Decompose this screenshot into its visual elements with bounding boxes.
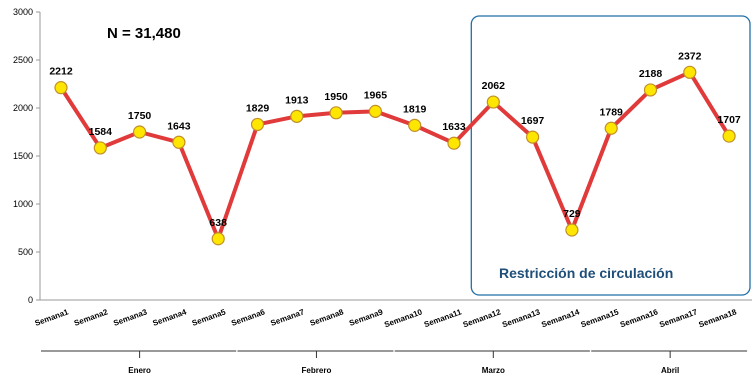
data-label: 1829 — [246, 102, 270, 114]
x-tick-label: Semana10 — [383, 307, 424, 329]
data-label: 2212 — [49, 66, 73, 78]
data-point — [329, 106, 343, 120]
restriction-box-rect — [470, 15, 751, 296]
data-point — [408, 118, 422, 132]
y-tick-label: 1500 — [13, 151, 33, 161]
y-tick-label: 3000 — [13, 7, 33, 17]
y-axis: 0 500 1000 1500 2000 2500 3000 — [13, 7, 41, 305]
data-point — [290, 109, 304, 123]
data-label: 1965 — [364, 89, 388, 101]
n-annotation: N = 31,480 — [107, 25, 181, 42]
series-line — [59, 70, 731, 241]
data-point — [486, 95, 500, 109]
data-point — [643, 83, 658, 97]
x-tick-label: Semana1 — [34, 307, 71, 328]
data-label: 2062 — [482, 80, 506, 92]
data-label: 1707 — [717, 114, 741, 126]
month-groups: Enero Febrero Marzo Abril — [41, 350, 748, 375]
data-point — [172, 135, 186, 149]
data-point — [447, 136, 461, 150]
data-labels: 2212 1584 1750 1643 638 1829 1913 1950 1965 1819 1… — [49, 50, 741, 228]
x-tick-label: Semana14 — [540, 307, 581, 329]
data-label: 638 — [209, 217, 227, 229]
x-tick-label: Semana7 — [269, 307, 306, 328]
x-tick-label: Semana15 — [580, 307, 621, 329]
data-label: 1913 — [285, 94, 309, 106]
data-point — [722, 129, 736, 143]
y-tick-label: 500 — [18, 247, 33, 257]
data-point — [133, 125, 147, 139]
data-label: 1643 — [167, 120, 191, 132]
x-tick-label: Semana9 — [348, 307, 385, 328]
data-label: 2372 — [678, 50, 702, 62]
restriction-box — [470, 15, 751, 296]
x-tick-label: Semana18 — [697, 307, 738, 329]
month-label: Enero — [128, 366, 151, 375]
data-label: 1697 — [521, 115, 545, 127]
data-label: 1584 — [89, 126, 113, 138]
month-label: Abril — [661, 366, 679, 375]
data-point — [525, 130, 540, 144]
restriction-annotation: Restricción de circulación — [499, 265, 673, 281]
data-point — [93, 141, 107, 155]
x-tick-label: Semana16 — [619, 307, 660, 329]
y-tick-label: 1000 — [13, 199, 33, 209]
data-point — [683, 65, 697, 79]
data-label: 1789 — [600, 106, 624, 118]
data-label: 1633 — [442, 121, 466, 133]
x-tick-label: Semana11 — [423, 307, 463, 329]
x-tick-label: Semana4 — [151, 307, 188, 328]
x-tick-label: Semana8 — [309, 307, 346, 328]
data-point — [211, 232, 225, 246]
series-markers — [54, 65, 736, 246]
x-tick-label: Semana3 — [112, 307, 149, 328]
data-point — [604, 121, 618, 135]
y-tick-label: 2500 — [13, 55, 33, 65]
x-tick-label: Semana5 — [191, 307, 228, 328]
data-point — [250, 117, 265, 132]
x-tick-label: Semana17 — [658, 307, 699, 329]
data-point — [54, 81, 68, 95]
month-label: Febrero — [302, 366, 332, 375]
data-label: 729 — [563, 208, 581, 220]
x-tick-label: Semana12 — [462, 307, 503, 329]
series-polyline — [59, 70, 731, 241]
x-tick-label: Semana2 — [73, 307, 110, 328]
y-tick-label: 0 — [28, 295, 33, 305]
month-label: Marzo — [482, 366, 505, 375]
data-label: 1819 — [403, 103, 427, 115]
data-label: 1750 — [128, 110, 152, 122]
x-tick-label: Semana6 — [230, 307, 267, 328]
x-tick-label: Semana13 — [501, 307, 542, 329]
x-axis: Semana1 Semana2 Semana3 Semana4 Semana5 Seman… — [34, 299, 752, 329]
y-tick-label: 2000 — [13, 103, 33, 113]
data-label: 1950 — [324, 91, 348, 103]
data-label: 2188 — [639, 68, 663, 80]
data-point — [565, 223, 579, 237]
data-point — [368, 104, 382, 118]
